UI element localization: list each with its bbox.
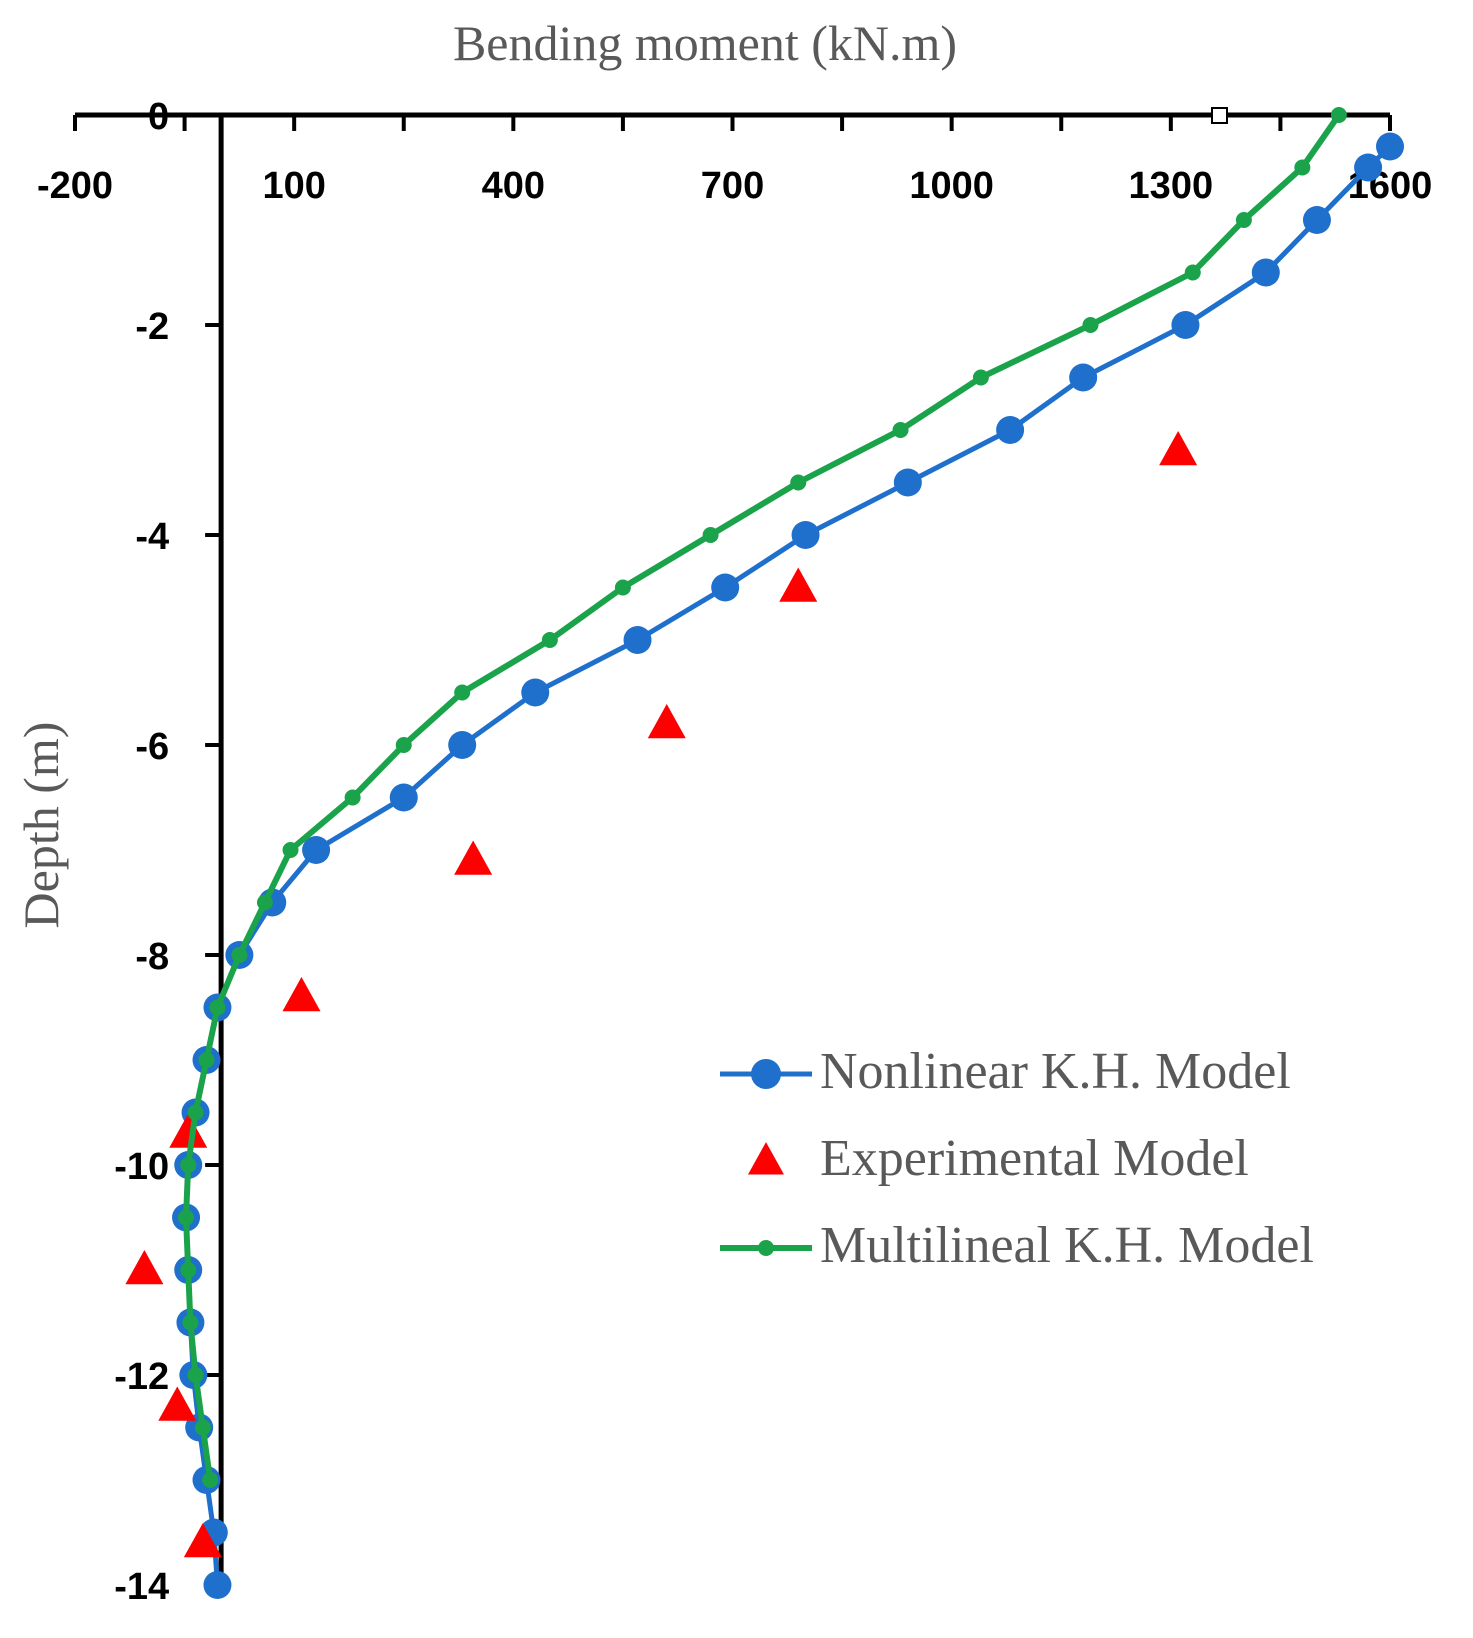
legend-item: Experimental Model (748, 1130, 1249, 1187)
legend-item: Multilineal K.H. Model (720, 1217, 1314, 1274)
series-experimental-model (125, 431, 1198, 1558)
data-point (1302, 206, 1331, 234)
y-tick-label: -14 (114, 1566, 169, 1608)
data-point (194, 1419, 211, 1436)
legend-swatch-marker (751, 1059, 781, 1089)
data-point (711, 573, 740, 602)
data-point (202, 1472, 219, 1488)
series-layer (125, 107, 1404, 1599)
data-point (454, 684, 471, 701)
x-tick-label: 100 (262, 165, 325, 207)
data-point (344, 789, 361, 806)
data-point (1184, 264, 1201, 281)
data-point (209, 999, 226, 1016)
data-point (614, 579, 631, 596)
data-point (1294, 159, 1311, 176)
data-point (454, 840, 493, 875)
y-tick-label: -2 (135, 306, 169, 348)
legend: Nonlinear K.H. Model Experimental Model Mu… (720, 1043, 1314, 1274)
series-line (183, 144, 1392, 1586)
data-point (158, 1386, 197, 1421)
legend-swatch-marker (748, 1142, 784, 1175)
data-point (1354, 153, 1383, 182)
y-tick-label: -6 (135, 726, 169, 768)
x-tick-label: -200 (37, 165, 113, 207)
data-point (541, 632, 558, 648)
data-point (1171, 311, 1200, 339)
data-point (702, 527, 719, 543)
data-point (521, 678, 550, 707)
data-point (623, 626, 652, 654)
x-ticks: -200 100 400 700 1000 1300 1600 (37, 115, 1432, 207)
data-point (1251, 258, 1280, 287)
series-multilineal-k-h-model (178, 107, 1347, 1488)
data-point (203, 1571, 232, 1599)
data-point (779, 567, 818, 602)
data-point (1235, 212, 1252, 228)
series-nonlinear-k-h-model (172, 132, 1404, 1599)
data-point (169, 1113, 208, 1148)
data-point (1159, 431, 1198, 466)
data-point (791, 521, 820, 549)
x-tick-label: 1300 (1129, 165, 1214, 207)
data-point (187, 1367, 204, 1383)
data-point (178, 1209, 195, 1226)
data-point (182, 1314, 199, 1331)
data-point (282, 977, 321, 1012)
data-point (996, 416, 1025, 444)
data-point (647, 704, 686, 739)
legend-label: Nonlinear K.H. Model (820, 1043, 1291, 1100)
legend-label: Multilineal K.H. Model (820, 1217, 1314, 1274)
data-point (972, 369, 989, 386)
y-tick-label: -8 (135, 936, 169, 978)
data-point (893, 468, 922, 497)
y-tick-label: -10 (114, 1146, 169, 1188)
x-axis-title: Bending moment (kN.m) (453, 15, 957, 71)
data-point (1376, 132, 1404, 161)
data-point (1330, 107, 1347, 123)
data-point (395, 737, 412, 753)
data-point (180, 1157, 197, 1173)
y-tick-label: -4 (135, 516, 169, 558)
y-tick-label: 0 (148, 96, 169, 138)
data-point (389, 783, 418, 812)
data-point (1069, 363, 1098, 392)
data-point (302, 836, 331, 864)
data-point (125, 1250, 164, 1285)
data-point (183, 1523, 222, 1558)
x-tick-label: 1000 (909, 165, 994, 207)
data-point (256, 894, 273, 911)
x-tick-label: 700 (701, 165, 764, 207)
data-point (790, 474, 807, 491)
legend-item: Nonlinear K.H. Model (720, 1043, 1291, 1100)
data-point (1082, 317, 1099, 333)
data-point (198, 1052, 215, 1068)
y-tick-label: -12 (114, 1356, 169, 1398)
data-point (448, 731, 477, 759)
data-point (892, 422, 909, 438)
y-axis-title: Depth (m) (13, 722, 69, 929)
legend-label: Experimental Model (820, 1130, 1249, 1187)
data-point (231, 947, 248, 963)
axis-handle-marker (1211, 107, 1228, 124)
data-point (187, 1104, 204, 1121)
data-point (180, 1262, 197, 1278)
y-ticks: 0 -2 -4 -6 -8 -10 -12 -14 (114, 96, 222, 1608)
x-tick-label: 400 (482, 165, 545, 207)
legend-swatch-marker (758, 1240, 774, 1256)
data-point (282, 842, 299, 858)
